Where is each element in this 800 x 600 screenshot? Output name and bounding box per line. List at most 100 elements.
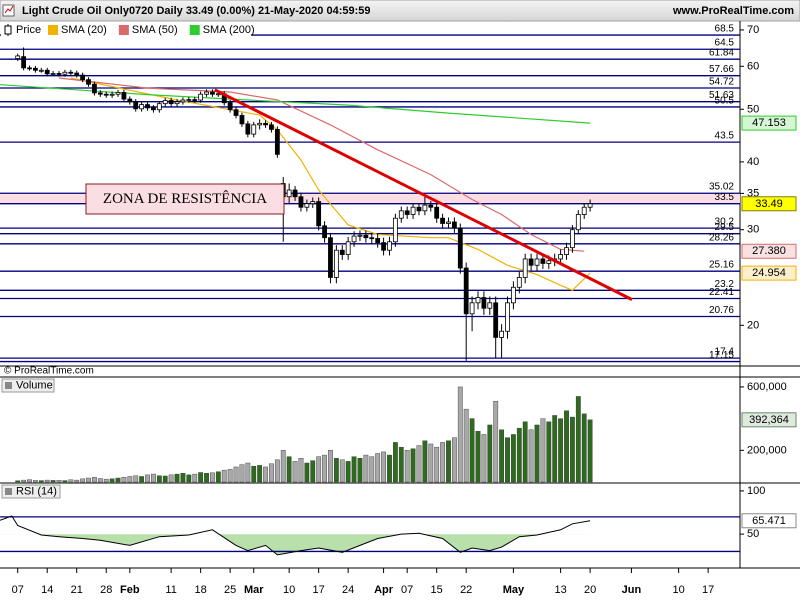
- x-tick-label: 10: [283, 584, 295, 596]
- candle-body: [251, 124, 257, 135]
- value-box: [741, 115, 797, 131]
- volume-bar: [357, 458, 363, 483]
- panel-title: RSI (14): [16, 486, 57, 498]
- candle-body: [381, 242, 386, 251]
- candle-body: [510, 286, 516, 304]
- volume-bar: [251, 465, 257, 483]
- volume-bar: [298, 458, 304, 483]
- candle-body: [109, 93, 115, 96]
- candle-body: [269, 124, 274, 130]
- zone-label-box: [85, 183, 285, 215]
- volume-bar: [310, 460, 316, 483]
- candle-body: [56, 73, 62, 75]
- panel-title: Volume: [16, 380, 53, 392]
- candle-body: [475, 297, 481, 304]
- candle-body: [469, 302, 475, 315]
- value-label: 65.471: [752, 515, 786, 527]
- volume-bar: [410, 448, 416, 483]
- candle-body: [339, 249, 345, 255]
- volume-bar: [446, 440, 451, 483]
- legend-label: SMA (50): [132, 24, 178, 36]
- level-label: 64.5: [715, 38, 735, 49]
- volume-bar: [103, 478, 109, 483]
- candle-body: [186, 99, 192, 101]
- candle-body: [156, 103, 162, 111]
- title-icon: [2, 4, 15, 17]
- volume-bar: [404, 450, 410, 483]
- volume-bar: [587, 419, 593, 483]
- volume-bar: [475, 431, 481, 483]
- level-label: 50.5: [715, 95, 735, 106]
- level-label: 57.66: [709, 64, 734, 75]
- candle-body: [546, 260, 552, 264]
- value-box: [741, 196, 797, 212]
- volume-bar: [381, 451, 386, 483]
- volume-bar: [558, 418, 564, 483]
- volume-bar: [463, 408, 469, 483]
- candle-body: [516, 277, 522, 288]
- candle-body: [180, 99, 186, 103]
- candle-body: [392, 217, 398, 243]
- candle-body: [133, 101, 139, 110]
- volume-bar: [534, 424, 540, 483]
- panel-header-bg: [1, 378, 55, 393]
- legend-swatch: [4, 25, 12, 35]
- volume-bar: [505, 437, 510, 483]
- x-tick-label: Apr: [374, 584, 394, 596]
- x-tick-label: 24: [342, 584, 354, 596]
- volume-bar: [21, 479, 27, 483]
- chart-title: Light Crude Oil Only0720 Daily 33.49 (0.…: [22, 5, 371, 17]
- value-box: [741, 513, 797, 529]
- candle-body: [345, 241, 351, 255]
- legend-swatch: [118, 25, 129, 35]
- candle-body: [416, 206, 422, 212]
- volume-bar: [422, 440, 428, 483]
- volume-bar: [97, 478, 103, 483]
- volume-bar: [227, 469, 233, 483]
- candle-body: [428, 204, 434, 208]
- candle-body: [257, 122, 263, 126]
- y-tick-label: 60: [747, 60, 759, 72]
- candle-body: [198, 93, 204, 101]
- y-tick-label: 200,000: [747, 444, 787, 456]
- candle-body: [97, 92, 103, 95]
- candle-body: [493, 302, 499, 338]
- candle-body: [375, 238, 381, 244]
- legend-label: SMA (20): [61, 24, 107, 36]
- level-label: 43.5: [715, 131, 735, 142]
- volume-bar: [56, 480, 62, 483]
- level-label: 51.63: [709, 90, 734, 101]
- volume-bar: [528, 429, 534, 483]
- y-tick-label: 600,000: [747, 381, 787, 393]
- volume-bar: [86, 477, 91, 483]
- candle-body: [440, 217, 445, 224]
- candle-body: [27, 67, 32, 70]
- rsi-fill: [0, 534, 591, 555]
- volume-bar: [286, 456, 292, 483]
- volume-bar: [215, 471, 221, 483]
- site-name[interactable]: www.ProRealTime.com: [672, 5, 794, 17]
- volume-bar: [292, 461, 298, 483]
- candle-body: [404, 210, 410, 215]
- volume-bar: [180, 473, 186, 483]
- candle-body: [351, 235, 357, 243]
- volume-bar: [581, 413, 587, 483]
- candle-body: [457, 227, 463, 269]
- volume-bar: [139, 476, 145, 483]
- volume-bar: [198, 472, 204, 483]
- volume-bar: [487, 424, 493, 483]
- candle-body: [115, 92, 121, 95]
- volume-bar: [74, 479, 80, 483]
- candle-body: [575, 214, 581, 231]
- y-tick-label: 40: [747, 156, 759, 168]
- legend-label: SMA (200): [203, 24, 255, 36]
- volume-bar: [133, 475, 139, 483]
- candle-body: [322, 225, 327, 239]
- candle-body: [233, 109, 239, 116]
- y-tick-label: 30: [747, 224, 759, 236]
- candle-body: [369, 237, 375, 240]
- level-label: 61.84: [709, 48, 734, 59]
- x-tick-label: 25: [224, 584, 236, 596]
